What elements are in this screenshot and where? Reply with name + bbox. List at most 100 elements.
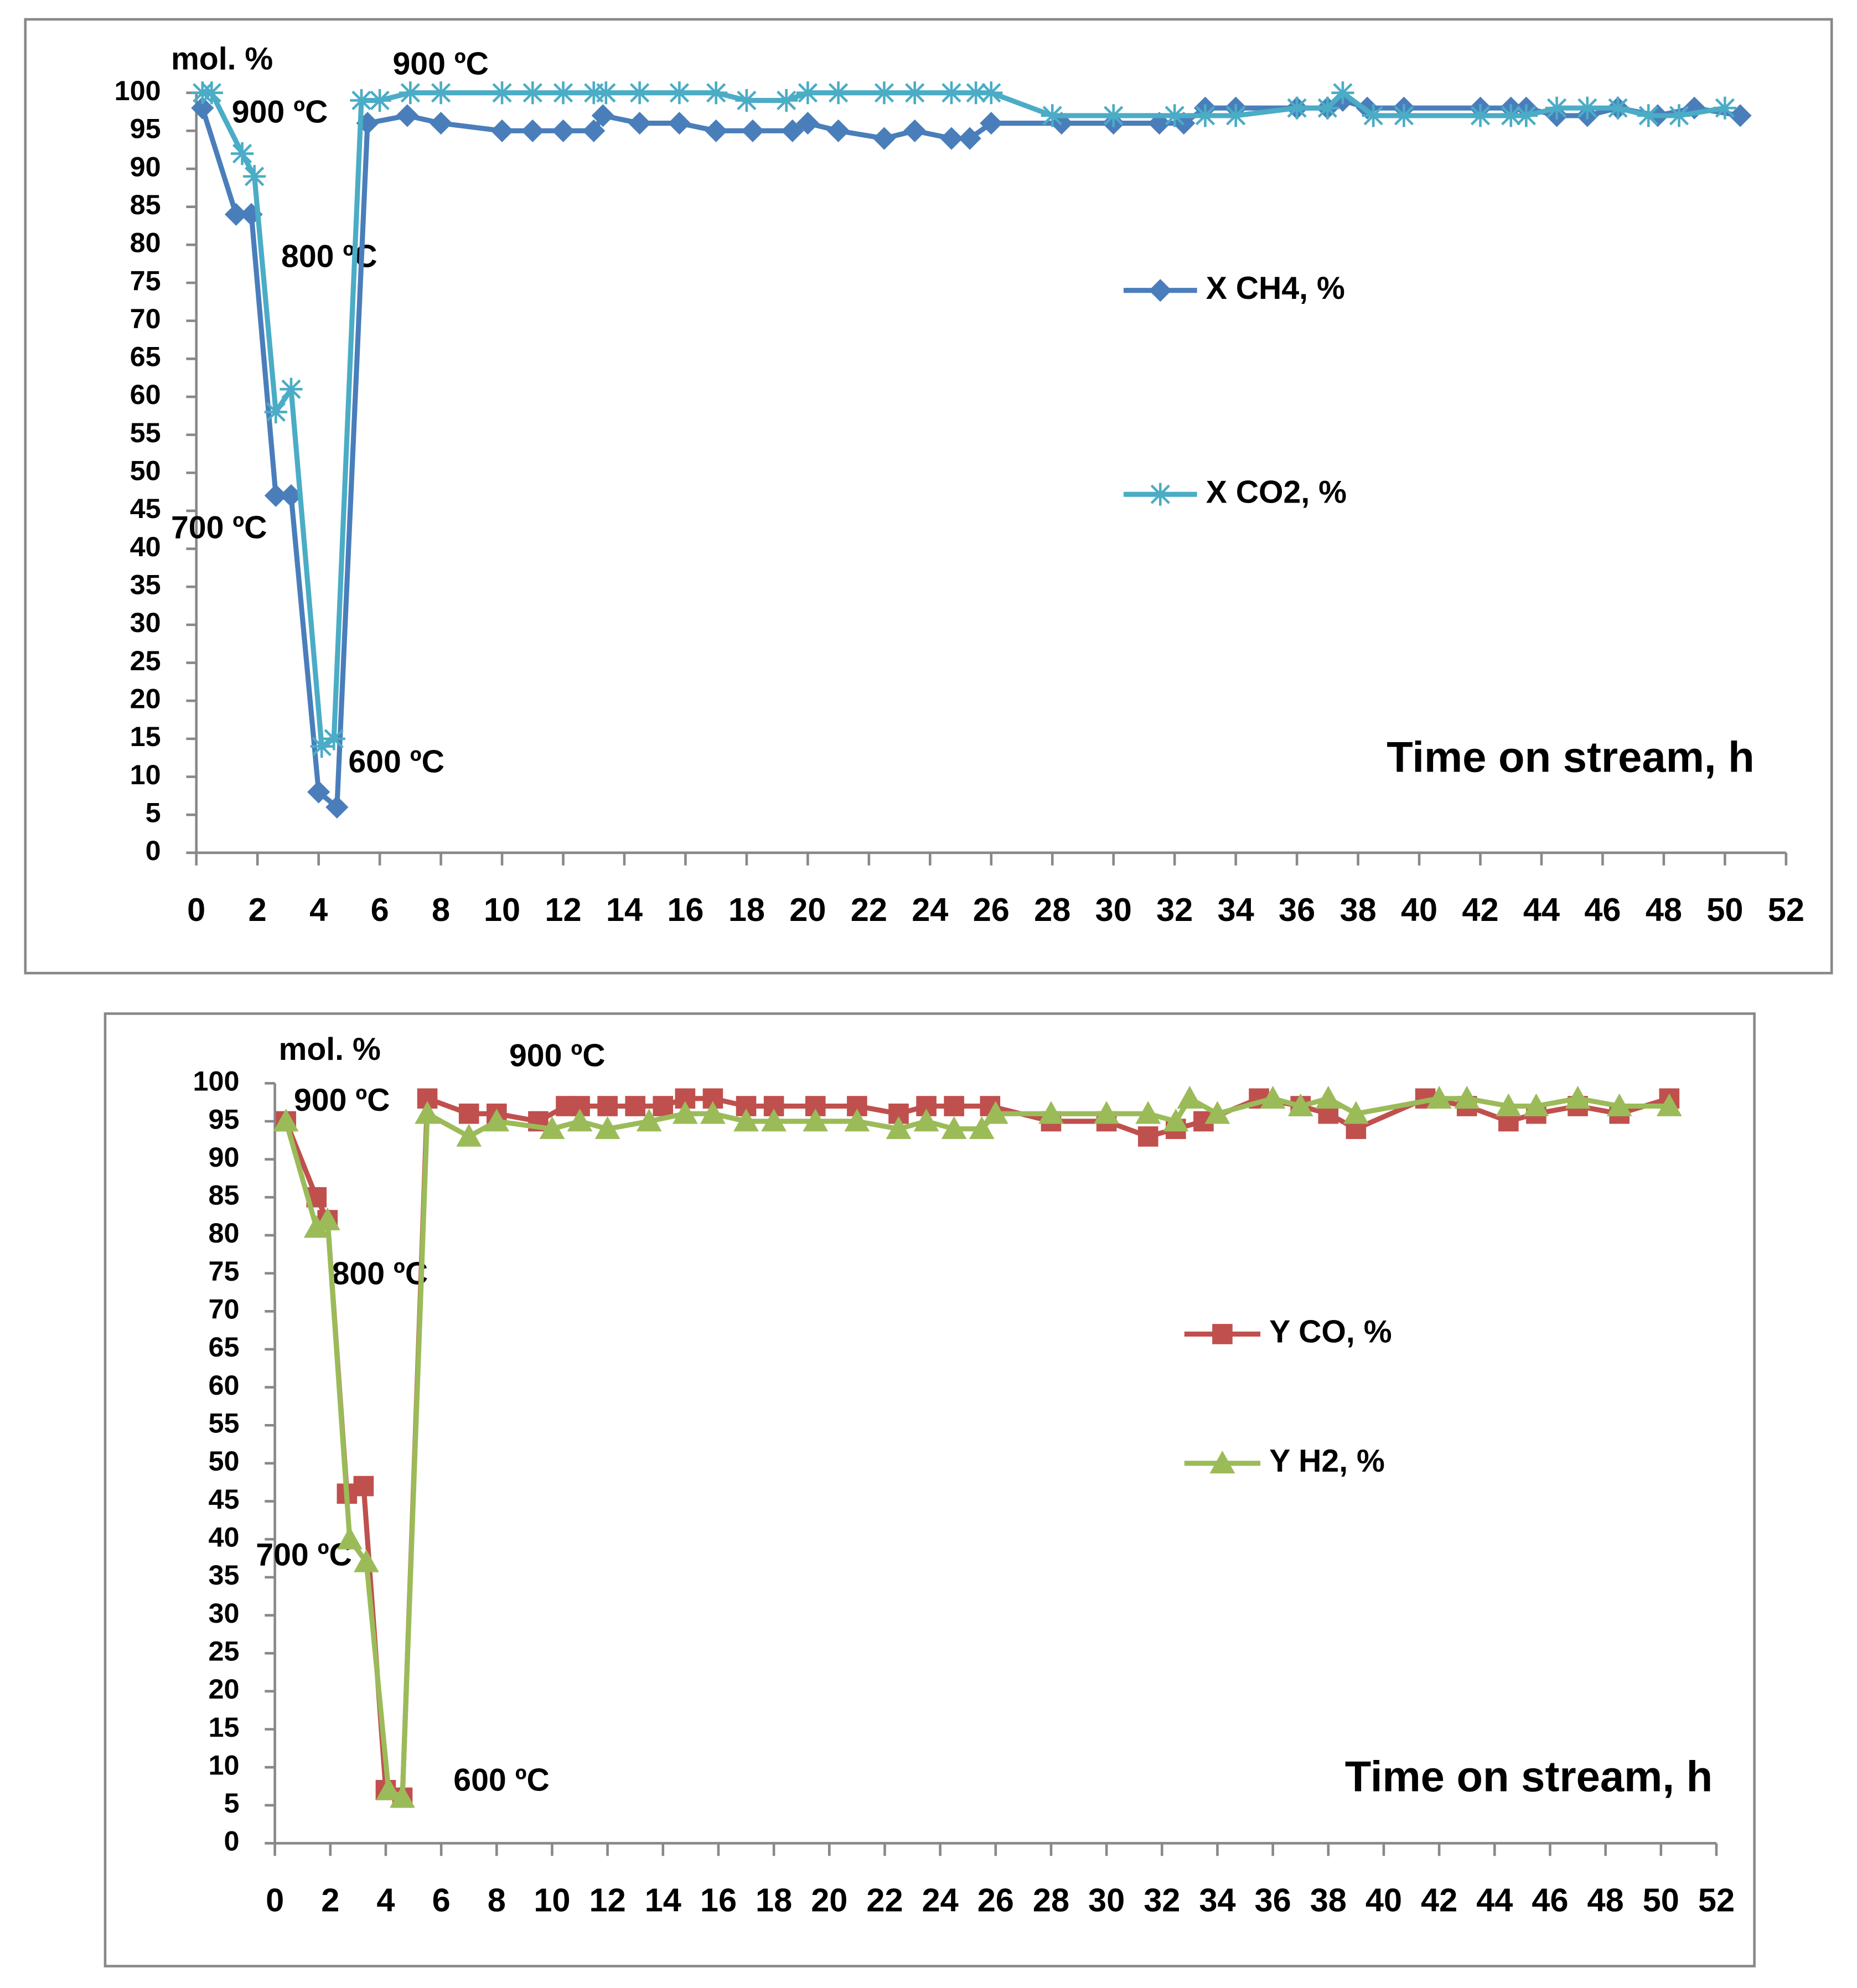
marker [594, 81, 618, 105]
x-tick-label: 4 [309, 891, 328, 928]
x-tick-label: 2 [321, 1882, 339, 1919]
x-tick-label: 48 [1587, 1882, 1624, 1919]
marker [1454, 1085, 1480, 1109]
series-line [283, 1096, 1669, 1800]
marker [1149, 483, 1172, 506]
x-tick-label: 0 [187, 891, 205, 928]
marker [982, 1101, 1008, 1124]
x-tick-label: 38 [1310, 1882, 1347, 1919]
y-tick-label: 95 [130, 113, 161, 144]
marker [1163, 1109, 1189, 1132]
marker [913, 1109, 939, 1132]
x-tick-label: 16 [700, 1882, 737, 1919]
marker [700, 1101, 726, 1124]
marker [582, 81, 606, 105]
y-axis-label: mol. % [278, 1032, 380, 1067]
y-tick-label: 35 [209, 1559, 240, 1591]
marker [429, 81, 453, 105]
y-tick-label: 20 [130, 682, 161, 714]
marker [1193, 104, 1217, 127]
marker [903, 81, 927, 105]
y-tick-label: 50 [209, 1445, 240, 1477]
marker [264, 400, 287, 424]
x-tick-label: 2 [249, 891, 267, 928]
marker [243, 165, 266, 188]
x-tick-label: 50 [1706, 891, 1743, 928]
marker [903, 119, 927, 142]
marker [1496, 1093, 1522, 1116]
y-tick-label: 80 [130, 227, 161, 258]
marker [1637, 104, 1660, 127]
marker [456, 1124, 482, 1147]
y-axis-label: mol. % [171, 42, 273, 77]
x-tick-label: 52 [1768, 891, 1804, 928]
x-tick-label: 22 [866, 1882, 903, 1919]
marker [280, 377, 303, 401]
annotation: 900 ºC [232, 95, 328, 130]
marker [1656, 1093, 1682, 1116]
marker [872, 81, 896, 105]
x-tick-label: 46 [1532, 1882, 1568, 1919]
marker [1285, 96, 1308, 120]
x-tick-label: 26 [977, 1882, 1014, 1919]
annotation: 700 ºC [171, 510, 267, 545]
marker [1523, 1093, 1549, 1116]
marker [594, 1116, 620, 1140]
x-tick-label: 34 [1218, 891, 1254, 928]
marker [761, 1109, 787, 1132]
marker [1316, 96, 1339, 120]
marker [314, 1207, 340, 1230]
marker [1426, 1085, 1452, 1109]
y-tick-label: 0 [224, 1825, 240, 1857]
y-tick-label: 0 [146, 835, 161, 866]
marker [1315, 1085, 1341, 1109]
marker [551, 81, 575, 105]
y-tick-label: 95 [209, 1103, 240, 1135]
series-line [283, 1096, 1670, 1800]
marker [1260, 1085, 1286, 1109]
marker [264, 484, 287, 508]
x-tick-label: 40 [1365, 1882, 1402, 1919]
annotation: 900 ºC [392, 46, 489, 82]
marker [353, 1476, 374, 1497]
x-tick-label: 28 [1033, 1882, 1069, 1919]
marker [1204, 1101, 1230, 1124]
x-tick-label: 14 [645, 1882, 681, 1919]
y-tick-label: 90 [209, 1141, 240, 1173]
x-tick-label: 38 [1339, 891, 1376, 928]
marker [1331, 81, 1354, 105]
marker [636, 1109, 662, 1132]
x-tick-label: 46 [1584, 891, 1621, 928]
x-axis-label: Time on stream, h [1345, 1753, 1713, 1801]
marker [551, 119, 575, 142]
legend-label: Y H2, % [1269, 1443, 1385, 1479]
marker [733, 1109, 759, 1132]
marker [490, 119, 514, 142]
y-tick-label: 35 [130, 569, 161, 600]
marker [668, 81, 691, 105]
y-tick-label: 80 [209, 1217, 240, 1249]
marker [969, 1116, 995, 1140]
marker [1514, 104, 1538, 127]
marker [735, 89, 758, 112]
x-tick-label: 12 [589, 1882, 626, 1919]
legend-label: X CH4, % [1206, 271, 1345, 306]
y-tick-label: 70 [130, 303, 161, 334]
marker [872, 127, 896, 150]
marker [521, 81, 544, 105]
marker [521, 119, 544, 142]
marker [429, 112, 453, 135]
marker [958, 127, 981, 150]
y-tick-label: 75 [130, 265, 161, 296]
y-tick-label: 85 [130, 189, 161, 220]
marker [539, 1116, 565, 1140]
annotation: 900 ºC [509, 1038, 606, 1074]
y-tick-label: 70 [209, 1293, 240, 1325]
marker [940, 81, 963, 105]
series-line [202, 90, 1726, 749]
marker [354, 1549, 379, 1572]
y-tick-label: 20 [209, 1673, 240, 1705]
y-tick-label: 40 [130, 531, 161, 562]
x-tick-label: 44 [1523, 891, 1560, 928]
